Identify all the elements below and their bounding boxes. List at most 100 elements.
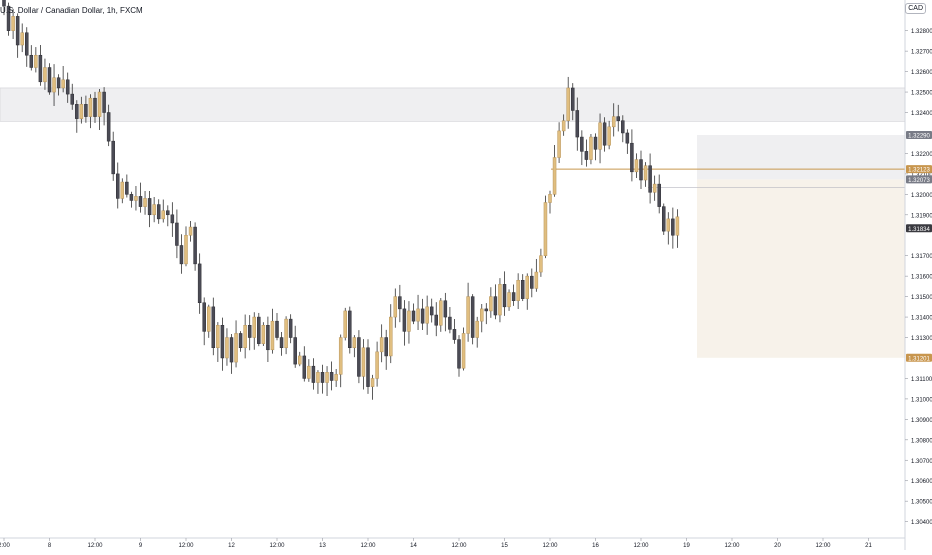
candle-down	[662, 206, 666, 232]
candle-up	[252, 316, 256, 338]
candle-down	[457, 339, 461, 369]
price-tag-label: 1.32290	[908, 134, 930, 140]
candle-down	[138, 196, 143, 207]
x-tick-label: 12:00	[360, 543, 376, 549]
candle-up	[379, 337, 384, 353]
candle-down	[116, 173, 120, 199]
candle-up	[225, 337, 229, 359]
x-tick-label: 9	[139, 543, 143, 549]
x-tick-label: 12:00	[87, 543, 103, 549]
candle-down	[384, 337, 388, 357]
candle-down	[671, 218, 675, 236]
candle-down	[452, 329, 457, 340]
candle-up	[334, 374, 338, 381]
candle-down	[511, 292, 516, 301]
candle-down	[448, 316, 452, 330]
candle-up	[343, 310, 347, 338]
candle-down	[420, 308, 425, 324]
candle-down	[657, 183, 661, 207]
candle-up	[88, 97, 93, 117]
candle-down	[56, 77, 61, 89]
candle-up	[675, 216, 680, 236]
x-tick-label: 12	[228, 543, 235, 549]
candle-down	[179, 245, 184, 265]
candle-down	[70, 93, 74, 105]
y-tick-label: 1.30700	[911, 459, 932, 465]
y-tick-label: 1.30600	[911, 479, 932, 485]
price-tag	[906, 175, 932, 184]
candle-down	[279, 337, 284, 349]
candle-down	[275, 320, 279, 338]
candle-up	[338, 337, 343, 375]
candle-down	[65, 79, 70, 95]
candle-up	[134, 196, 138, 201]
candle-up	[270, 320, 275, 351]
candle-up	[143, 198, 147, 207]
y-tick-label: 1.31300	[911, 336, 932, 342]
x-tick-label: 12:00	[542, 543, 558, 549]
x-tick-label: 20	[774, 543, 781, 549]
candle-up	[507, 292, 511, 308]
y-tick-label: 1.31500	[911, 295, 932, 301]
x-tick-label: 19	[683, 543, 690, 549]
candle-up	[307, 365, 311, 379]
candle-down	[247, 325, 252, 338]
candle-down	[288, 318, 293, 338]
y-tick-label: 1.31600	[911, 275, 932, 281]
candle-up	[516, 280, 520, 301]
candle-up	[566, 87, 570, 121]
candle-up	[416, 308, 420, 322]
candle-down	[402, 308, 407, 332]
y-tick-label: 1.31400	[911, 316, 932, 322]
candle-down	[320, 372, 325, 383]
candle-up	[539, 255, 543, 273]
candle-up	[352, 337, 357, 349]
x-tick-label: 12:00	[815, 543, 831, 549]
candle-down	[357, 337, 361, 377]
candle-down	[311, 365, 316, 383]
currency-badge[interactable]: CAD	[905, 3, 926, 14]
candle-down	[197, 263, 202, 304]
candle-up	[207, 306, 211, 332]
candle-down	[175, 222, 179, 246]
candle-down	[580, 136, 584, 152]
candle-up	[607, 126, 611, 146]
price-tag	[906, 224, 932, 233]
candle-down	[443, 300, 448, 318]
candle-up	[184, 234, 188, 265]
price-tag-label: 1.32073	[908, 178, 930, 184]
position-zone-upper	[697, 135, 905, 180]
x-tick-label: 12:00	[633, 543, 649, 549]
candle-down	[493, 296, 498, 316]
candle-up	[243, 325, 247, 349]
y-tick-label: 1.31700	[911, 254, 932, 260]
candle-down	[470, 296, 475, 338]
candle-up	[298, 355, 302, 365]
candle-up	[393, 296, 398, 318]
candle-up	[43, 67, 47, 83]
candle-up	[561, 120, 566, 132]
candle-down	[593, 136, 598, 150]
candle-down	[25, 32, 29, 56]
candle-up	[20, 32, 24, 46]
candle-up	[643, 165, 648, 181]
chart-title: U.S. Dollar / Canadian Dollar, 1h, FXCM	[0, 6, 143, 15]
candle-down	[220, 325, 225, 359]
candle-down	[266, 325, 270, 351]
candle-up	[97, 91, 102, 117]
candle-down	[398, 296, 402, 310]
candle-down	[621, 120, 625, 134]
candle-up	[216, 325, 220, 349]
y-tick-label: 1.31100	[911, 377, 932, 383]
candle-down	[47, 67, 52, 93]
y-tick-label: 1.30900	[911, 418, 932, 424]
candle-down	[202, 302, 206, 332]
candle-down	[2, 0, 6, 7]
y-tick-label: 1.30500	[911, 500, 932, 506]
price-tag	[906, 353, 932, 362]
y-tick-label: 1.31000	[911, 397, 932, 403]
price-tag-label: 1.31834	[908, 227, 930, 233]
price-tag	[906, 131, 932, 140]
